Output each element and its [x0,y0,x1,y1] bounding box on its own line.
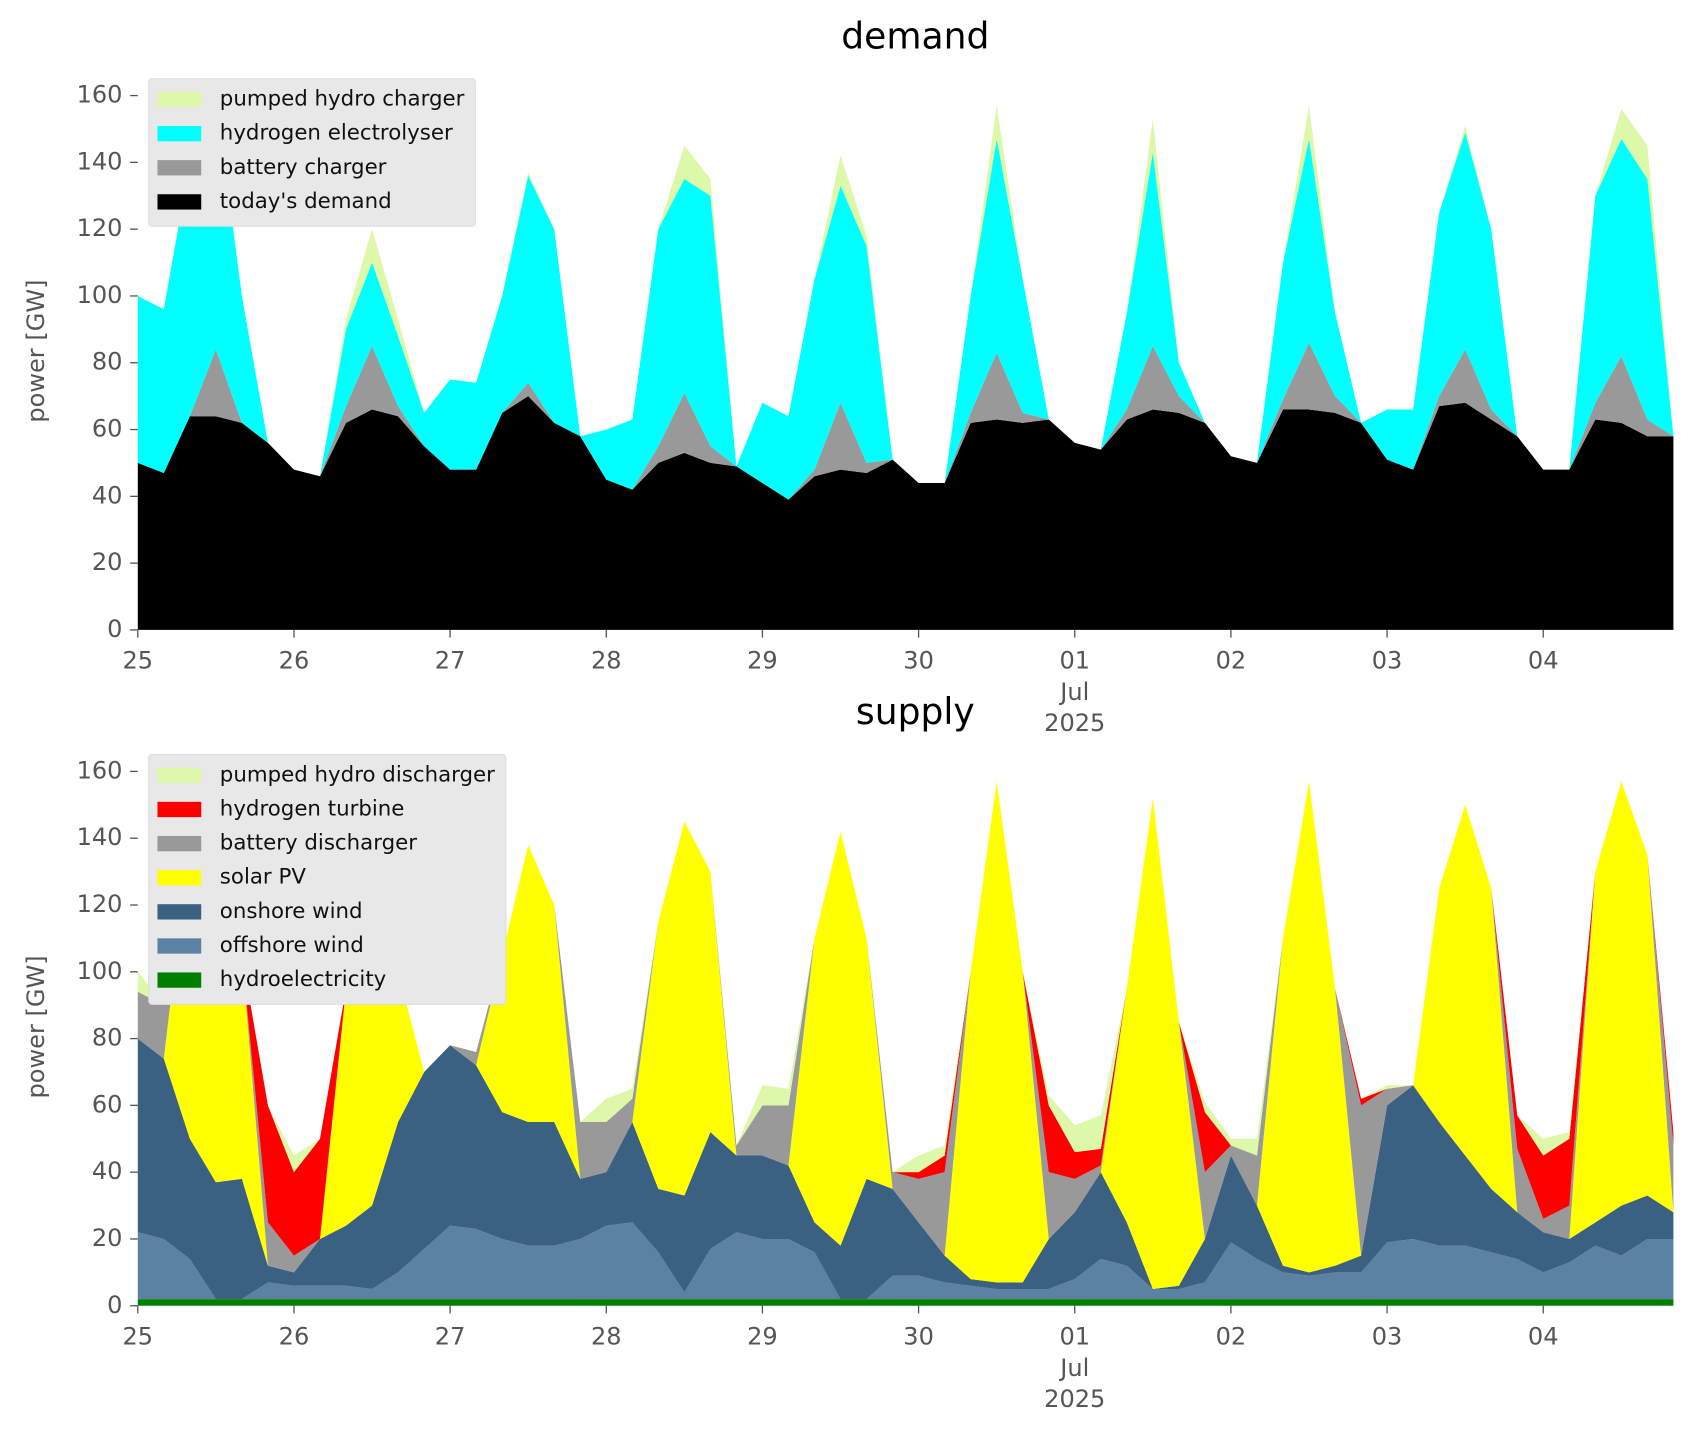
x-tick-label: 30 [903,647,934,675]
legend-label: solar PV [220,865,307,890]
legend-label: hydrogen turbine [220,796,405,821]
legend-swatch [157,91,202,108]
area [137,771,1674,1290]
x-tick-label: 02 [1216,1322,1247,1350]
y-axis-label: power [GW] [22,955,50,1098]
legend-swatch [157,801,202,818]
y-tick-label: 60 [92,1090,123,1118]
y-tick-label: 100 [77,957,123,985]
area [137,1222,1674,1300]
legend-label: battery charger [220,155,387,180]
legend-swatch [157,160,202,176]
y-tick-label: 20 [92,1224,123,1252]
legend-swatch [157,767,202,784]
x-tick-label: 25 [122,647,153,675]
y-tick-label: 40 [92,1157,123,1185]
chart-title: demand [841,15,989,57]
x-tick-label: 28 [591,1322,622,1350]
legend-swatch [157,194,202,210]
y-tick-label: 80 [92,1024,123,1052]
legend-label: pumped hydro charger [220,87,465,112]
y-tick-label: 20 [92,548,123,576]
legend-label: pumped hydro discharger [220,762,495,787]
y-tick-label: 40 [92,481,123,509]
legend-label: hydroelectricity [220,967,386,992]
area [137,771,1674,1256]
legend-label: battery discharger [220,831,417,856]
y-tick-label: 160 [77,756,123,784]
chart-title: supply [856,691,975,733]
y-tick-label: 0 [107,615,122,643]
x-tick-label: 01 Jul 2025 [1044,1322,1105,1413]
legend-label: today's demand [220,189,392,214]
y-tick-label: 140 [77,147,123,175]
legend: pumped hydro discharger hydrogen turbine b… [148,754,507,1005]
area [137,1299,1674,1306]
y-tick-label: 0 [107,1291,122,1319]
y-tick-label: 100 [77,281,123,309]
y-tick-label: 160 [77,81,123,109]
x-tick-label: 03 [1372,647,1403,675]
legend: pumped hydro charger hydrogen electrolyse… [148,78,476,227]
legend-label: offshore wind [220,933,364,958]
legend-swatch [157,126,202,142]
x-tick-label: 26 [279,647,310,675]
legend-swatch [157,938,202,954]
x-tick-label: 26 [279,1322,310,1350]
legend-swatch [157,904,202,920]
y-tick-label: 60 [92,415,123,443]
x-tick-label: 03 [1372,1322,1403,1350]
x-tick-label: 30 [903,1322,934,1350]
x-tick-label: 29 [747,647,778,675]
legend-swatch [157,835,202,852]
x-tick-label: 28 [591,647,622,675]
legend-label: hydrogen electrolyser [220,121,453,146]
x-tick-label: 29 [747,1322,778,1350]
x-tick-label: 01 Jul 2025 [1044,647,1105,738]
legend-swatch [157,870,202,886]
y-tick-label: 120 [77,890,123,918]
x-tick-label: 04 [1528,647,1559,675]
x-tick-label: 27 [435,1322,466,1350]
legend-box [148,754,507,1005]
y-tick-label: 80 [92,348,123,376]
x-tick-label: 25 [122,1322,153,1350]
x-tick-label: 27 [435,647,466,675]
area [137,396,1674,630]
legend-label: onshore wind [220,899,363,924]
x-tick-label: 02 [1216,647,1247,675]
y-axis-label: power [GW] [22,279,50,422]
x-tick-label: 04 [1528,1322,1559,1350]
y-tick-label: 120 [77,214,123,242]
legend-swatch [157,972,202,988]
area [137,1038,1674,1300]
legend-box [148,78,476,227]
y-tick-label: 140 [77,823,123,851]
